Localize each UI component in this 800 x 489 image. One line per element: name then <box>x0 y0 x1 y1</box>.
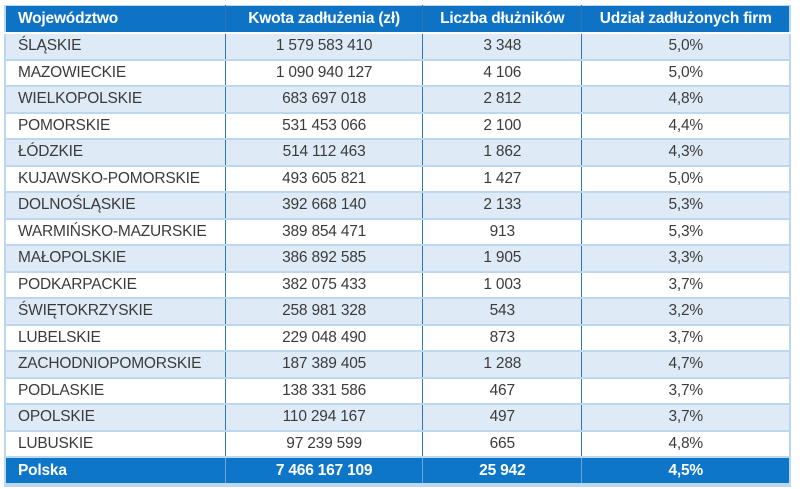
debt-amount-cell: 531 453 066 <box>225 112 424 140</box>
debtor-count-cell: 4 106 <box>422 59 583 87</box>
debt-share-cell: 5,3% <box>581 192 790 220</box>
column-header-kwota-zadluzenia: Kwota zadłużenia (zł) <box>225 5 424 34</box>
table-row: PODLASKIE 138 331 586 467 3,7% <box>5 377 790 405</box>
total-debt-amount: 7 466 167 109 <box>225 457 424 485</box>
debtor-count-cell: 665 <box>422 430 583 458</box>
table-row: LUBELSKIE 229 048 490 873 3,7% <box>5 324 790 352</box>
table-row: ŚLĄSKIE 1 579 583 410 3 348 5,0% <box>5 33 790 61</box>
table-row: ŚWIĘTOKRZYSKIE 258 981 328 543 3,2% <box>5 298 790 326</box>
debt-amount-cell: 1 579 583 410 <box>225 33 424 61</box>
debt-share-cell: 3,7% <box>581 271 790 299</box>
table-row: WARMIŃSKO-MAZURSKIE 389 854 471 913 5,3% <box>5 218 790 246</box>
debt-share-cell: 5,0% <box>581 33 790 61</box>
region-name: POMORSKIE <box>5 112 227 140</box>
debt-share-cell: 4,3% <box>581 139 790 167</box>
table-row: ZACHODNIOPOMORSKIE 187 389 405 1 288 4,7% <box>5 351 790 379</box>
debtor-count-cell: 1 288 <box>422 351 583 379</box>
region-name: MAŁOPOLSKIE <box>5 245 227 273</box>
debt-amount-cell: 229 048 490 <box>225 324 424 352</box>
total-debtor-count: 25 942 <box>422 457 583 485</box>
region-name: LUBUSKIE <box>5 430 227 458</box>
table-row: POMORSKIE 531 453 066 2 100 4,4% <box>5 112 790 140</box>
debt-share-cell: 5,0% <box>581 59 790 87</box>
region-name: KUJAWSKO-POMORSKIE <box>5 165 227 193</box>
column-header-liczba-dluznikow: Liczba dłużników <box>422 5 583 34</box>
debt-share-cell: 5,3% <box>581 218 790 246</box>
voivodeship-debt-table: Województwo Kwota zadłużenia (zł) Liczba… <box>4 5 791 487</box>
region-name: LUBELSKIE <box>5 324 227 352</box>
debt-amount-cell: 97 239 599 <box>225 430 424 458</box>
debt-share-cell: 4,8% <box>581 430 790 458</box>
header-row: Województwo Kwota zadłużenia (zł) Liczba… <box>5 5 790 34</box>
debtor-count-cell: 1 862 <box>422 139 583 167</box>
debt-share-cell: 3,7% <box>581 377 790 405</box>
debt-share-cell: 5,0% <box>581 165 790 193</box>
region-name: DOLNOŚLĄSKIE <box>5 192 227 220</box>
debt-amount-cell: 110 294 167 <box>225 404 424 432</box>
table-body: ŚLĄSKIE 1 579 583 410 3 348 5,0% MAZOWIECKIE… <box>5 33 790 458</box>
debt-amount-cell: 392 668 140 <box>225 192 424 220</box>
debt-share-cell: 4,4% <box>581 112 790 140</box>
total-label: Polska <box>5 457 227 485</box>
debt-share-cell: 3,3% <box>581 245 790 273</box>
debt-amount-cell: 386 892 585 <box>225 245 424 273</box>
debt-amount-cell: 1 090 940 127 <box>225 59 424 87</box>
region-name: MAZOWIECKIE <box>5 59 227 87</box>
debt-amount-cell: 382 075 433 <box>225 271 424 299</box>
total-debt-share: 4,5% <box>581 457 790 485</box>
region-name: ŚWIĘTOKRZYSKIE <box>5 298 227 326</box>
debtor-count-cell: 2 812 <box>422 86 583 114</box>
debt-amount-cell: 389 854 471 <box>225 218 424 246</box>
table-row: PODKARPACKIE 382 075 433 1 003 3,7% <box>5 271 790 299</box>
debtor-count-cell: 543 <box>422 298 583 326</box>
region-name: WIELKOPOLSKIE <box>5 86 227 114</box>
column-header-wojewodztwo: Województwo <box>5 5 227 34</box>
debt-share-cell: 4,8% <box>581 86 790 114</box>
column-header-udzial-zadluzonych-firm: Udział zadłużonych firm <box>581 5 790 34</box>
debtor-count-cell: 1 427 <box>422 165 583 193</box>
table-footer: Polska 7 466 167 109 25 942 4,5% <box>5 457 790 485</box>
debtor-count-cell: 913 <box>422 218 583 246</box>
region-name: ŚLĄSKIE <box>5 33 227 61</box>
table-row: KUJAWSKO-POMORSKIE 493 605 821 1 427 5,0% <box>5 165 790 193</box>
region-name: WARMIŃSKO-MAZURSKIE <box>5 218 227 246</box>
debtor-count-cell: 3 348 <box>422 33 583 61</box>
debt-amount-cell: 258 981 328 <box>225 298 424 326</box>
debt-amount-cell: 514 112 463 <box>225 139 424 167</box>
table-header: Województwo Kwota zadłużenia (zł) Liczba… <box>5 5 790 34</box>
debt-amount-cell: 138 331 586 <box>225 377 424 405</box>
debt-amount-cell: 683 697 018 <box>225 86 424 114</box>
total-row: Polska 7 466 167 109 25 942 4,5% <box>5 457 790 485</box>
table-row: LUBUSKIE 97 239 599 665 4,8% <box>5 430 790 458</box>
region-name: OPOLSKIE <box>5 404 227 432</box>
region-name: ŁÓDZKIE <box>5 139 227 167</box>
region-name: PODKARPACKIE <box>5 271 227 299</box>
debtor-count-cell: 497 <box>422 404 583 432</box>
table-row: MAZOWIECKIE 1 090 940 127 4 106 5,0% <box>5 59 790 87</box>
debt-share-cell: 4,7% <box>581 351 790 379</box>
debtor-count-cell: 1 003 <box>422 271 583 299</box>
region-name: ZACHODNIOPOMORSKIE <box>5 351 227 379</box>
debtor-count-cell: 2 100 <box>422 112 583 140</box>
debt-share-cell: 3,2% <box>581 298 790 326</box>
debt-share-cell: 3,7% <box>581 324 790 352</box>
debtor-count-cell: 873 <box>422 324 583 352</box>
table-row: OPOLSKIE 110 294 167 497 3,7% <box>5 404 790 432</box>
debt-amount-cell: 187 389 405 <box>225 351 424 379</box>
table-row: WIELKOPOLSKIE 683 697 018 2 812 4,8% <box>5 86 790 114</box>
debt-share-cell: 3,7% <box>581 404 790 432</box>
debt-amount-cell: 493 605 821 <box>225 165 424 193</box>
debtor-count-cell: 1 905 <box>422 245 583 273</box>
table-row: DOLNOŚLĄSKIE 392 668 140 2 133 5,3% <box>5 192 790 220</box>
table-row: MAŁOPOLSKIE 386 892 585 1 905 3,3% <box>5 245 790 273</box>
table-row: ŁÓDZKIE 514 112 463 1 862 4,3% <box>5 139 790 167</box>
debtor-count-cell: 467 <box>422 377 583 405</box>
region-name: PODLASKIE <box>5 377 227 405</box>
debtor-count-cell: 2 133 <box>422 192 583 220</box>
